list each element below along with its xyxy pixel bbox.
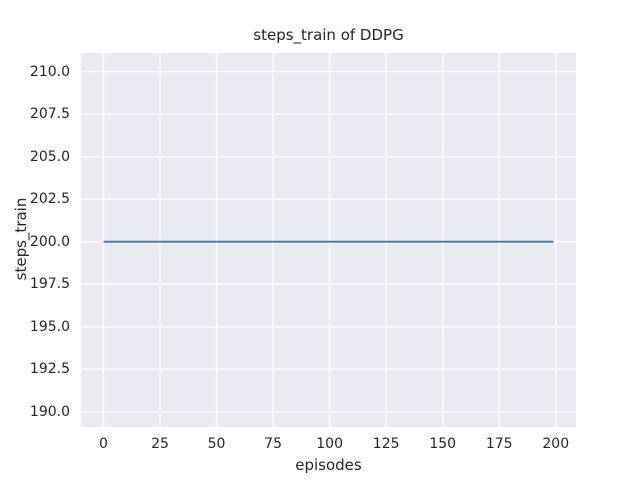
y-tick-label: 210.0 — [29, 63, 70, 80]
x-axis-label: episodes — [295, 456, 362, 474]
x-tick-label: 125 — [372, 436, 400, 452]
chart-title: steps_train of DDPG — [253, 26, 404, 44]
y-tick-label: 192.5 — [29, 361, 70, 378]
x-tick-label: 25 — [151, 436, 169, 452]
y-axis-label: steps_train — [12, 197, 30, 281]
x-tick-label: 200 — [542, 436, 570, 452]
x-tick-label: 75 — [264, 436, 282, 452]
y-tick-label: 207.5 — [29, 106, 70, 123]
y-tick-label: 190.0 — [29, 403, 70, 420]
x-tick-label: 50 — [207, 436, 226, 452]
y-tick-label: 205.0 — [29, 148, 70, 165]
x-tick-label: 0 — [99, 436, 108, 452]
plot-area — [81, 53, 576, 427]
y-tick-label: 195.0 — [29, 318, 70, 335]
plot-canvas — [81, 53, 576, 427]
x-tick-label: 175 — [485, 436, 513, 452]
x-tick-label: 150 — [429, 436, 457, 452]
y-tick-label: 197.5 — [29, 276, 70, 293]
y-tick-label: 202.5 — [29, 191, 70, 208]
y-tick-label: 200.0 — [29, 233, 70, 250]
x-tick-label: 100 — [316, 436, 343, 452]
